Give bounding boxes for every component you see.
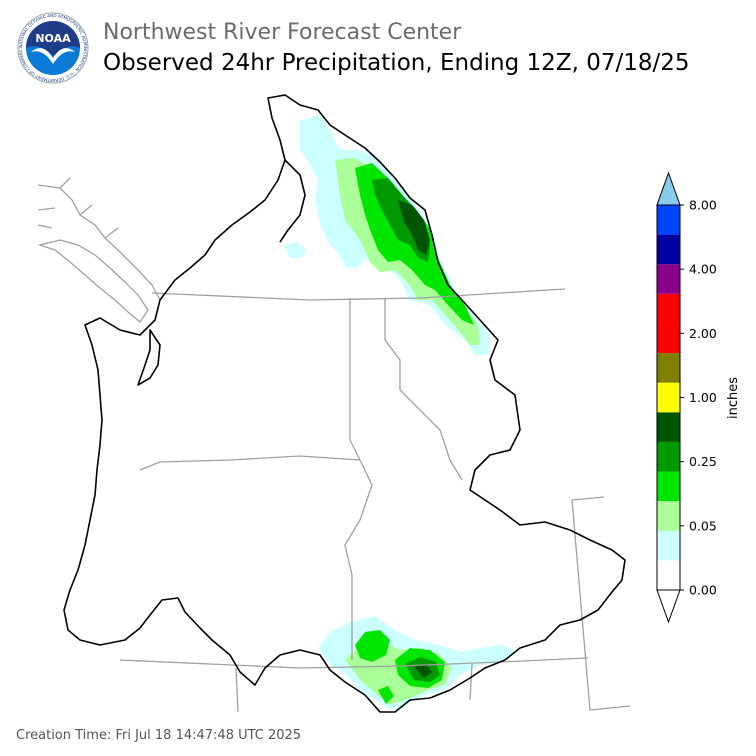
colorbar-segment xyxy=(657,382,680,413)
colorbar-segment xyxy=(657,530,680,561)
colorbar-segment xyxy=(657,501,680,531)
logo-wordmark: NOAA xyxy=(35,32,71,45)
logo-gull xyxy=(31,48,75,64)
colorbar-tick-label: 4.00 xyxy=(689,262,717,277)
colorbar-top-arrow xyxy=(656,171,681,206)
colorbar-tick-label: 1.00 xyxy=(689,390,717,405)
bc-inlet-2 xyxy=(37,207,56,229)
precip-trace-patch-a xyxy=(284,242,306,258)
precip-veryheavy-area-north xyxy=(398,200,430,255)
nv-border-west xyxy=(235,667,239,713)
colorbar-unit-label: inches xyxy=(726,377,741,419)
us-canada-border xyxy=(151,288,566,301)
colorbar-tick-label: 0.25 xyxy=(689,454,717,469)
colorbar-segment xyxy=(657,293,680,324)
colorbar-segment xyxy=(657,560,680,590)
colorbar-tick-label: 2.00 xyxy=(689,326,717,341)
colorbar-segment xyxy=(657,441,680,472)
colorbar-segment xyxy=(657,264,680,294)
columbia-basin-boundary xyxy=(63,94,626,713)
precip-areas xyxy=(284,115,515,710)
colorbar-segment xyxy=(657,412,680,442)
colorbar-segment xyxy=(657,205,680,235)
precip-veryheavy-area-south xyxy=(414,664,432,678)
org-title: Northwest River Forecast Center xyxy=(103,20,462,45)
colorbar-tick-label: 8.00 xyxy=(689,198,717,213)
basin-outline xyxy=(63,94,626,713)
colorbar-tick-label: 0.00 xyxy=(689,583,717,598)
precip-moderate-patch-c xyxy=(378,686,394,704)
creation-time: Creation Time: Fri Jul 18 14:47:48 UTC 2… xyxy=(16,728,302,743)
logo-top-half xyxy=(26,21,80,56)
noaa-logo: NOAA NATIONAL OCEANIC AND ATMOSPHERIC AD… xyxy=(17,12,89,84)
or-id-border xyxy=(344,459,373,660)
mt-wy-border xyxy=(571,496,605,501)
puget-sound xyxy=(137,329,161,386)
precip-trace-patch-b xyxy=(340,252,356,268)
vancouver-island xyxy=(37,239,149,323)
arrow-lakes-inlet xyxy=(279,159,306,243)
southern-border xyxy=(119,657,589,669)
product-title: Observed 24hr Precipitation, Ending 12Z,… xyxy=(103,50,690,76)
bc-inlet-1 xyxy=(59,177,119,239)
wa-id-border xyxy=(349,298,361,461)
political-borders xyxy=(37,177,631,713)
precip-moderate-area-south-1 xyxy=(355,630,390,662)
colorbar-segment xyxy=(657,234,680,265)
colorbar-segment xyxy=(657,471,680,502)
wy-border-vertical xyxy=(571,499,631,711)
colorbar-bottom-arrow xyxy=(656,589,681,624)
id-mt-border xyxy=(384,298,463,481)
wa-or-border xyxy=(139,455,361,471)
nv-border-east xyxy=(469,663,473,701)
colorbar-segment xyxy=(657,353,680,383)
colorbar-segment xyxy=(657,323,680,354)
colorbar-tick-label: 0.05 xyxy=(689,518,717,533)
